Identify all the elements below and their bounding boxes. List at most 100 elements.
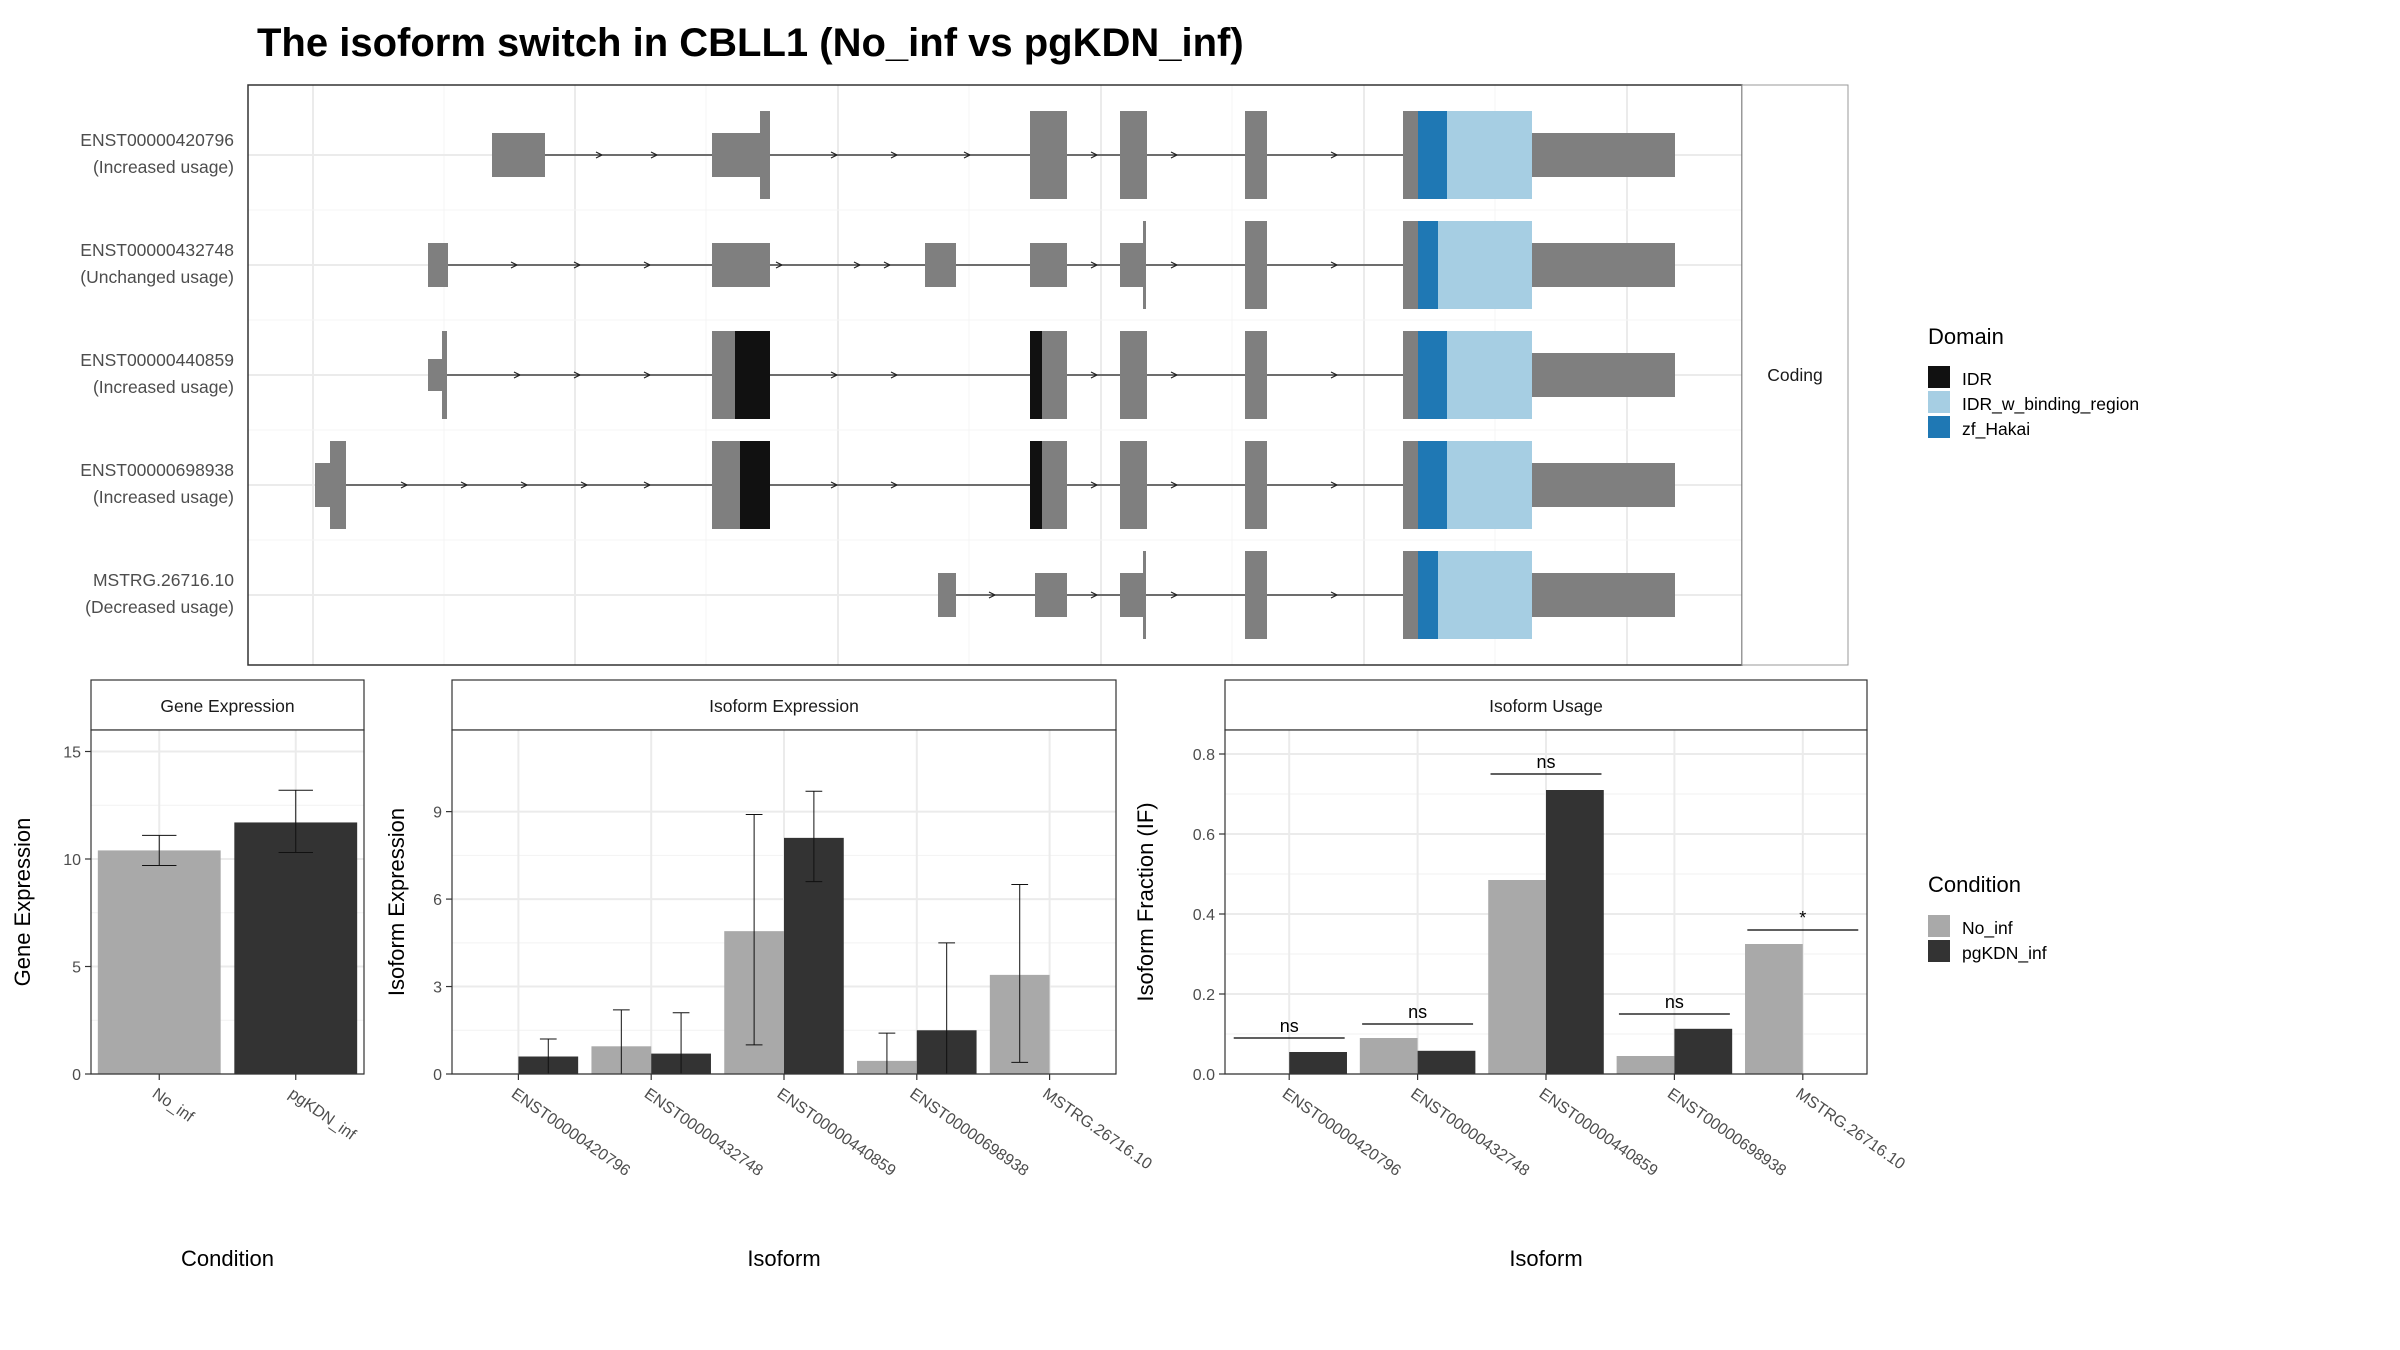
transcript-structure-panel: Coding ENST00000420796(Increased usage)E…: [80, 84, 1849, 666]
exon: [1245, 221, 1267, 309]
x-tick-label: ENST00000440859: [774, 1085, 899, 1180]
strand-arrow: [1330, 371, 1339, 379]
strand-arrow: [1090, 481, 1099, 489]
exon: [1403, 551, 1418, 639]
domain-idr-binding: [1438, 551, 1458, 639]
domain-zf-hakai: [1418, 221, 1438, 309]
exon: [315, 463, 330, 507]
bar: [1745, 944, 1803, 1074]
strand-arrow: [883, 261, 892, 269]
transcript-model-MSTRG.26716.10: [938, 551, 1675, 639]
x-tick-label: ENST00000698938: [907, 1085, 1032, 1180]
x-tick-label: MSTRG.26716.10: [1793, 1085, 1908, 1173]
exon: [330, 441, 346, 529]
bar: [1417, 1050, 1476, 1074]
y-tick-label: 10: [63, 852, 81, 869]
x-axis-title: Isoform: [1509, 1246, 1582, 1271]
transcript-model-ENST00000432748: [428, 221, 1675, 309]
exon: [925, 243, 956, 287]
panel-strip-label: Isoform Expression: [709, 696, 859, 716]
legend-label-idr-binding: IDR_w_binding_region: [1962, 394, 2139, 415]
significance-label: ns: [1665, 992, 1684, 1012]
strand-arrow: [513, 371, 522, 379]
structure-facet-strip: [1741, 84, 1849, 666]
x-tick-label: MSTRG.26716.10: [1039, 1085, 1154, 1173]
bar: [1546, 790, 1604, 1074]
strand-arrow: [460, 481, 469, 489]
strand-arrow: [1330, 591, 1339, 599]
x-tick-label: ENST00000420796: [1279, 1085, 1404, 1180]
strand-arrow: [830, 151, 839, 159]
facet-label-coding: Coding: [1767, 365, 1822, 385]
exon: [1403, 331, 1418, 419]
exon: [1120, 441, 1147, 529]
bar: [1359, 1038, 1418, 1074]
transcript-usage-label: (Increased usage): [93, 487, 234, 507]
x-tick-label: No_inf: [149, 1085, 197, 1126]
exon: [1403, 111, 1418, 199]
y-tick-label: 0.4: [1193, 907, 1215, 924]
y-tick-label: 0.8: [1193, 747, 1215, 764]
x-tick-label: pgKDN_inf: [285, 1085, 359, 1144]
strand-arrow: [1330, 481, 1339, 489]
domain-idr-binding: [1458, 551, 1532, 639]
strand-arrow: [1170, 261, 1179, 269]
exon: [1030, 111, 1067, 199]
x-tick-label: ENST00000440859: [1536, 1085, 1661, 1180]
y-tick-label: 6: [433, 892, 442, 909]
significance-label: *: [1799, 908, 1806, 928]
x-tick-label: ENST00000698938: [1664, 1085, 1789, 1180]
strand-arrow: [830, 481, 839, 489]
transcript-model-ENST00000420796: [492, 111, 1675, 199]
domain-zf-hakai: [1418, 551, 1438, 639]
domain-idr-binding: [1438, 221, 1458, 309]
exon: [1245, 111, 1267, 199]
exon: [938, 573, 956, 617]
panel-strip-label: Isoform Usage: [1489, 696, 1603, 716]
y-tick-label: 3: [433, 980, 442, 997]
strand-arrow: [1330, 151, 1339, 159]
condition-legend: Condition No_inf pgKDN_inf: [1928, 872, 2047, 964]
strand-arrow: [853, 261, 862, 269]
strand-arrow: [650, 151, 659, 159]
significance-label: ns: [1408, 1002, 1427, 1022]
exon: [1245, 331, 1267, 419]
gene-expression-panel: Gene Expression 0 5 10 15 No_inf pgKDN_inf Cond…: [10, 679, 365, 1271]
strand-arrow: [890, 481, 899, 489]
bar: [1616, 1056, 1675, 1074]
exon: [712, 243, 770, 287]
significance-label: ns: [1280, 1016, 1299, 1036]
strand-arrow: [1090, 591, 1099, 599]
domain-zf-hakai: [1418, 331, 1447, 419]
panel-border: [90, 729, 365, 1075]
legend-label-zf-hakai: zf_Hakai: [1962, 419, 2030, 440]
exon: [1143, 551, 1146, 639]
legend-key-idr-binding: [1928, 391, 1950, 413]
strand-arrow: [643, 481, 652, 489]
domain-legend: Domain IDR IDR_w_binding_region zf_Hakai: [1928, 324, 2139, 440]
domain-idr-binding: [1458, 221, 1532, 309]
y-tick-label: 0: [72, 1067, 81, 1084]
strand-arrow: [510, 261, 519, 269]
exon: [1403, 221, 1418, 309]
exon: [428, 243, 448, 287]
condition-legend-title: Condition: [1928, 872, 2021, 897]
exon: [1120, 573, 1143, 617]
exon: [1035, 573, 1067, 617]
y-tick-label: 15: [63, 745, 81, 762]
strand-arrow: [1330, 261, 1339, 269]
domain-idr-binding: [1447, 331, 1532, 419]
transcript-id-label: MSTRG.26716.10: [93, 570, 234, 590]
domain-idr-binding: [1447, 441, 1532, 529]
transcript-model-ENST00000698938: [315, 441, 1675, 529]
exon: [1532, 573, 1675, 617]
strand-arrow: [643, 261, 652, 269]
exon: [1403, 441, 1418, 529]
exon: [1030, 243, 1067, 287]
structure-rows: [315, 111, 1675, 639]
isoform-usage-panel: Isoform Usage ns ns ns ns * 0.0 0.2 0.4 0.6 0.8 ENS…: [1133, 679, 1908, 1271]
domain-zf-hakai: [1418, 111, 1447, 199]
domain-idr: [1030, 441, 1042, 529]
